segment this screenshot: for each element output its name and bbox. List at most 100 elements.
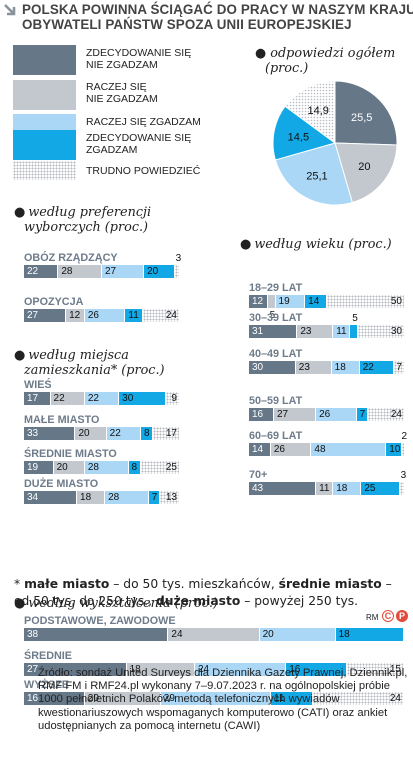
bar-segment: 22 bbox=[24, 265, 59, 278]
bar-value-label: 50 bbox=[390, 296, 402, 307]
bar-segment: 26 bbox=[84, 309, 126, 322]
bar-segment: 24 bbox=[367, 408, 405, 421]
bar-value-label: 24 bbox=[390, 409, 402, 420]
bar-value-label: 27 bbox=[27, 310, 39, 321]
pie-slice-label: 14,9 bbox=[308, 105, 329, 117]
pie-slice-label: 20 bbox=[358, 161, 370, 173]
category-label: ŚREDNIE MIASTO bbox=[24, 448, 117, 460]
bar-segment: 16 bbox=[286, 663, 347, 676]
bar-segment: 20 bbox=[259, 628, 336, 641]
section-education-title: ● według wykształcenia (proc.) bbox=[14, 596, 218, 611]
bar-segment: 8 bbox=[128, 461, 141, 474]
bar-segment: 18 bbox=[333, 482, 362, 495]
bar-segment: 7 bbox=[148, 491, 160, 504]
bar-segment: 30 bbox=[249, 361, 296, 374]
bar-segment: 22 bbox=[359, 361, 395, 374]
bar-value-label: 15 bbox=[389, 664, 401, 675]
stacked-bar: 14 26 48 10 bbox=[249, 443, 405, 456]
bar-value-label: 43 bbox=[252, 483, 264, 494]
bar-value-label: 3 bbox=[175, 253, 182, 264]
bar-value-label: 22 bbox=[53, 393, 65, 404]
bar-segment: 17 bbox=[153, 427, 180, 440]
bar-segment: 20 bbox=[53, 461, 85, 474]
bar-segment: 25 bbox=[141, 461, 180, 474]
overall-title: ● odpowiedzi ogółem (proc.) bbox=[255, 46, 396, 76]
bar-value-label: 14 bbox=[252, 444, 264, 455]
bar-segment: 8 bbox=[141, 427, 154, 440]
bar-value-label: 8 bbox=[144, 428, 150, 439]
bar-value-label: 16 bbox=[252, 409, 264, 420]
bar-value-label: 17 bbox=[27, 393, 39, 404]
bar-value-label: 12 bbox=[69, 310, 81, 321]
legend-swatch-strongly-agree bbox=[13, 130, 76, 160]
bar-segment: 12 bbox=[66, 309, 85, 322]
category-label: WIEŚ bbox=[24, 379, 52, 391]
legend-swatch-rather-agree bbox=[13, 114, 76, 132]
pie-slice bbox=[272, 105, 337, 161]
bar-value-label: 27 bbox=[276, 409, 289, 420]
bar-segment: 24 bbox=[168, 628, 260, 641]
bar-segment: 25 bbox=[361, 482, 401, 495]
bar-value-label: 23 bbox=[298, 362, 310, 373]
legend-swatch-hard-to-say bbox=[13, 161, 76, 180]
overall-pie-chart: 25,5 20 25,1 14,5 14,9 bbox=[272, 80, 398, 206]
bar-value-label: 28 bbox=[108, 492, 120, 503]
bar-segment: 13 bbox=[159, 491, 180, 504]
bar-segment: 9 bbox=[165, 392, 180, 405]
chart-title-line2: OBYWATELI PAŃSTW SPOZA UNII EUROPEJSKIEJ bbox=[22, 17, 352, 32]
stacked-bar: 30 23 18 22 7 bbox=[249, 361, 405, 374]
bar-value-label: 22 bbox=[87, 393, 99, 404]
bar-value-label: 18 bbox=[80, 492, 92, 503]
bar-value-label: 27 bbox=[27, 664, 39, 675]
legend-label-rather-agree: RACZEJ SIĘ ZGADZAM bbox=[86, 116, 201, 128]
bar-value-label: 11 bbox=[336, 326, 347, 337]
stacked-bar: 31 23 11 30 bbox=[249, 325, 405, 338]
bar-segment: 28 bbox=[105, 491, 149, 504]
bar-value-label: 30 bbox=[390, 326, 402, 337]
bar-value-label: 14 bbox=[308, 296, 320, 307]
bar-value-label: 28 bbox=[61, 266, 73, 277]
bar-segment: 29 bbox=[160, 692, 271, 705]
bar-value-label: 20 bbox=[147, 266, 159, 277]
bar-value-label: 10 bbox=[389, 444, 401, 455]
legend-swatch-rather-disagree bbox=[13, 80, 76, 110]
bar-segment: 15 bbox=[347, 663, 404, 676]
stacked-bar: 16 20 29 11 24 bbox=[24, 692, 404, 705]
bar-segment: 17 bbox=[24, 392, 51, 405]
stacked-bar: 27 18 24 16 15 bbox=[24, 663, 404, 676]
bar-value-label: 29 bbox=[163, 693, 175, 704]
bar-value-label: 16 bbox=[289, 664, 301, 675]
bar-value-label: 13 bbox=[165, 492, 177, 503]
bar-segment: 19 bbox=[275, 295, 306, 308]
legend-swatch-strongly-disagree bbox=[13, 45, 76, 75]
bar-value-label: 27 bbox=[105, 266, 117, 277]
category-label: OBÓZ RZĄDZĄCY bbox=[24, 252, 118, 264]
chart-title-line1: POLSKA POWINNA ŚCIĄGAĆ DO PRACY W NASZYM… bbox=[22, 2, 413, 17]
footnote: * małe miasto – do 50 tys. mieszkańców, … bbox=[14, 577, 392, 608]
category-label: 40–49 LAT bbox=[249, 348, 303, 360]
source-note: Źródło: sondaż United Surveys dla Dzienn… bbox=[38, 667, 408, 732]
bar-segment: 24 bbox=[195, 663, 287, 676]
bar-segment bbox=[400, 482, 405, 495]
bar-segment: 7 bbox=[394, 361, 405, 374]
bar-value-label: 24 bbox=[165, 310, 177, 321]
rm-signature: RM bbox=[366, 613, 379, 622]
bar-value-label: 2 bbox=[401, 431, 407, 442]
bar-segment: 50 bbox=[327, 295, 405, 308]
legend-label-strongly-disagree: ZDECYDOWANIE SIĘ NIE ZGADZAM bbox=[86, 47, 192, 71]
bar-value-label: 33 bbox=[27, 428, 39, 439]
bar-value-label: 28 bbox=[87, 462, 99, 473]
bar-segment: 27 bbox=[273, 408, 317, 421]
bar-segment: 14 bbox=[305, 295, 327, 308]
bar-segment: 11 bbox=[271, 692, 313, 705]
bar-segment bbox=[267, 295, 276, 308]
bar-segment: 11 bbox=[316, 482, 334, 495]
stacked-bar: 16 27 26 7 24 bbox=[249, 408, 405, 421]
legend-label-rather-disagree: RACZEJ SIĘ NIE ZGADZAM bbox=[86, 81, 158, 105]
bar-segment: 16 bbox=[24, 692, 85, 705]
bar-segment: 19 bbox=[24, 461, 54, 474]
pie-slice bbox=[334, 80, 398, 146]
bar-segment: 38 bbox=[24, 628, 169, 641]
pie-slice bbox=[284, 80, 336, 144]
bar-segment: 22 bbox=[50, 392, 85, 405]
